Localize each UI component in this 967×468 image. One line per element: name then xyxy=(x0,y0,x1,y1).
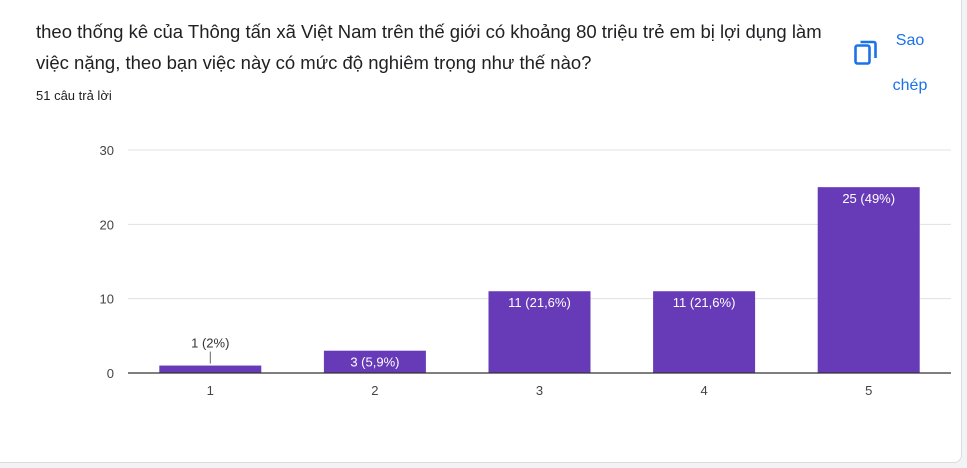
x-tick-label: 2 xyxy=(371,383,378,398)
x-tick-label: 5 xyxy=(865,383,872,398)
question-title: theo thống kê của Thông tấn xã Việt Nam … xyxy=(36,21,822,73)
data-label: 11 (21,6%) xyxy=(673,295,736,310)
y-tick-label: 30 xyxy=(100,143,114,158)
bar xyxy=(817,187,920,373)
data-label: 3 (5,9%) xyxy=(350,355,399,370)
response-count: 51 câu trả lời xyxy=(36,88,112,103)
copy-button-label: Sao chép xyxy=(892,32,928,94)
copy-icon xyxy=(854,40,878,71)
y-tick-label: 0 xyxy=(107,366,114,381)
copy-button[interactable]: Sao chép xyxy=(846,14,956,94)
bar xyxy=(323,350,426,373)
bar xyxy=(159,365,262,373)
data-label: 1 (2%) xyxy=(191,336,229,351)
x-tick-label: 3 xyxy=(536,383,543,398)
bar xyxy=(653,291,756,373)
data-label: 11 (21,6%) xyxy=(508,295,571,310)
y-tick-label: 10 xyxy=(100,292,114,307)
data-label: 25 (49%) xyxy=(842,191,895,206)
x-tick-label: 4 xyxy=(700,383,707,398)
y-tick-label: 20 xyxy=(100,217,114,232)
x-tick-label: 1 xyxy=(207,383,214,398)
bar xyxy=(488,291,591,373)
